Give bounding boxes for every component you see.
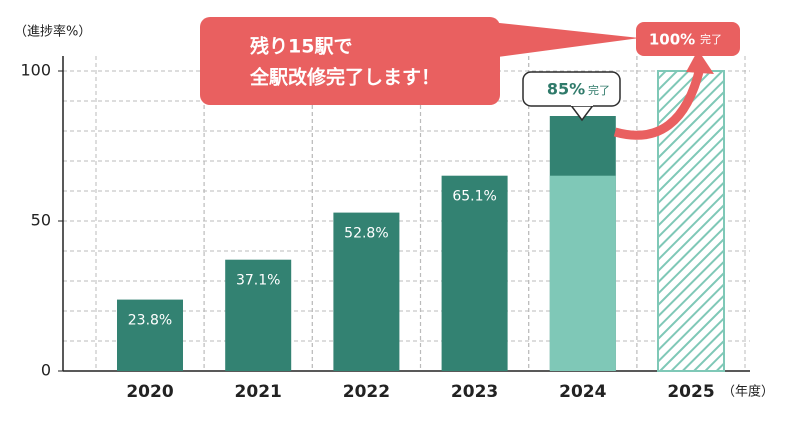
bar (657, 70, 725, 372)
y-tick-label: 100 (20, 61, 51, 80)
arrow (613, 66, 705, 140)
x-tick-label: 2021 (235, 382, 282, 402)
callout-text: 残り15駅で (250, 35, 352, 58)
x-tick-label: 2025 (667, 382, 714, 402)
callout-tail (490, 22, 640, 58)
box-joint (571, 102, 593, 106)
bar (225, 259, 292, 371)
bar (117, 299, 183, 371)
value-label: 85% (547, 80, 585, 99)
x-tick-label: 2024 (559, 382, 606, 402)
arrow-head (686, 50, 714, 74)
done-label: 完了 (700, 32, 722, 46)
done-label: 完了 (588, 83, 610, 97)
target-box (636, 22, 740, 56)
x-tick-label: 2022 (343, 382, 390, 402)
callout-text: 全駅改修完了します！ (249, 66, 440, 89)
y-axis-label: （進捗率%） (14, 24, 91, 40)
bar (441, 175, 508, 371)
value-label: 23.8% (128, 313, 172, 329)
y-tick-label: 50 (31, 211, 51, 230)
x-tick-label: 2023 (451, 382, 498, 402)
value-label: 100% (649, 31, 695, 49)
bar (333, 212, 400, 371)
labels: 0 50 100 2020 2021 2022 2023 2024 2025 23.8% 37.1%… (20, 31, 722, 403)
value-label: 37.1% (236, 273, 280, 289)
x-tick-label: 2020 (126, 382, 173, 402)
callout (200, 17, 500, 105)
bars (117, 70, 725, 372)
x-axis-label: （年度） (722, 384, 774, 400)
y-tick-label: 0 (41, 361, 51, 380)
value-label: 65.1% (452, 189, 496, 205)
value-label: 52.8% (344, 226, 388, 242)
bar (549, 175, 616, 371)
